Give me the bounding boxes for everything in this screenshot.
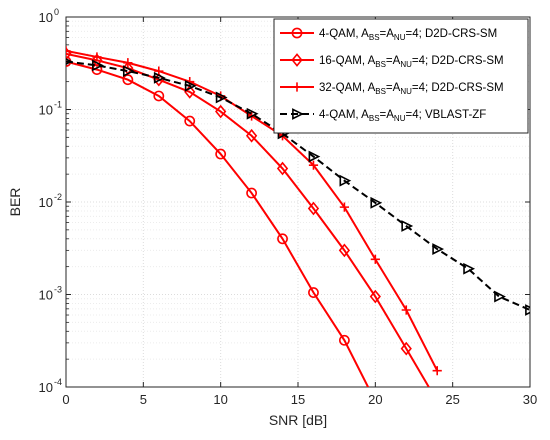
legend-label-2-pre: 16-QAM, A xyxy=(319,55,376,67)
series-4-point xyxy=(153,71,166,84)
y-tick-exponent: 0 xyxy=(54,7,59,17)
y-tick-label: 10 xyxy=(39,195,53,210)
legend-label-4-sub1: BS xyxy=(369,114,380,123)
series-4-line xyxy=(66,60,530,311)
series-4-point xyxy=(525,304,530,316)
legend-label-4-mid: =A xyxy=(380,109,395,121)
legend-label-1-sub2: NU xyxy=(394,33,406,42)
series-3-point xyxy=(308,160,319,170)
legend-label-4-pre: 4-QAM, A xyxy=(319,109,369,121)
series-4-point xyxy=(215,91,228,104)
legend-label-1-pre: 4-QAM, A xyxy=(319,28,369,40)
legend-label-3-mid: =A xyxy=(386,82,401,94)
y-tick-label: 10 xyxy=(39,288,53,303)
series-3-point xyxy=(370,254,380,264)
series-3-point xyxy=(154,66,164,76)
series-1-point xyxy=(153,90,165,102)
series-4-point xyxy=(92,59,104,72)
series-2-point xyxy=(338,243,351,258)
legend-label-3-pre: 32-QAM, A xyxy=(319,82,376,94)
series-4-point xyxy=(308,150,321,163)
series-4-point xyxy=(122,65,135,78)
y-tick-exponent: -2 xyxy=(54,192,62,202)
legend-label-4-post: =4; VBLAST-ZF xyxy=(405,109,486,121)
legend-label-3-sub1: BS xyxy=(375,87,386,96)
legend-label-2-sub1: BS xyxy=(375,60,386,69)
series-group xyxy=(66,46,530,387)
series-2-point xyxy=(307,201,320,216)
y-tick-exponent: -3 xyxy=(54,285,62,295)
x-tick-label: 0 xyxy=(62,392,69,407)
legend-label-3-sub2: NU xyxy=(400,87,412,96)
legend-label-1: 4-QAM, ABS=ANU=4; D2D-CRS-SM xyxy=(319,28,497,42)
legend-label-2-sub2: NU xyxy=(400,60,412,69)
y-tick-exponent: -1 xyxy=(54,100,62,110)
legend-marker-1 xyxy=(291,27,303,39)
series-1-line xyxy=(66,60,370,387)
y-tick-label: 10 xyxy=(39,380,53,395)
legend-label-2-mid: =A xyxy=(386,55,401,67)
series-4-point xyxy=(401,220,414,232)
legend-marker-3 xyxy=(292,82,302,92)
x-tick-label: 15 xyxy=(291,392,305,407)
series-4-point xyxy=(370,196,383,209)
series-4-point xyxy=(246,107,259,120)
legend-marker-4 xyxy=(292,108,304,120)
series-4-point xyxy=(184,79,197,92)
y-axis-title: BER xyxy=(7,188,23,217)
series-2-point xyxy=(369,289,381,304)
series-1-point xyxy=(184,115,196,127)
y-tick-label: 10 xyxy=(39,10,53,25)
legend-label-3: 32-QAM, ABS=ANU=4; D2D-CRS-SM xyxy=(319,82,504,96)
y-tick-exponent: -4 xyxy=(54,377,62,387)
legend-label-1-post: =4; D2D-CRS-SM xyxy=(405,28,497,40)
series-1-point xyxy=(246,187,257,199)
legend-label-2-post: =4; D2D-CRS-SM xyxy=(412,55,504,67)
legend-label-1-mid: =A xyxy=(380,28,395,40)
x-tick-label: 25 xyxy=(445,392,459,407)
series-1-point xyxy=(308,287,319,298)
series-3-point xyxy=(339,202,349,212)
series-2-point xyxy=(276,161,289,176)
series-4-point xyxy=(339,174,352,187)
series-2-point xyxy=(215,104,227,119)
legend-label-4: 4-QAM, ABS=ANU=4; VBLAST-ZF xyxy=(319,109,486,123)
series-4-point xyxy=(463,262,476,275)
series-3-point xyxy=(92,52,102,62)
legend-marker-2 xyxy=(291,53,303,67)
legend-label-3-post: =4; D2D-CRS-SM xyxy=(412,82,504,94)
legend-label-1-sub1: BS xyxy=(369,33,380,42)
series-3-point xyxy=(123,58,133,68)
series-1-point xyxy=(338,334,350,346)
series-3-point xyxy=(432,366,442,376)
x-tick-label: 10 xyxy=(213,392,227,407)
series-2-point xyxy=(400,341,412,356)
series-4-point xyxy=(494,290,506,303)
x-tick-label: 5 xyxy=(140,392,147,407)
y-tick-label: 10 xyxy=(39,103,53,118)
x-tick-label: 30 xyxy=(523,392,537,407)
series-1-point xyxy=(277,233,288,245)
x-tick-label: 20 xyxy=(368,392,382,407)
x-axis-title: SNR [dB] xyxy=(269,412,327,428)
series-3-point xyxy=(66,46,71,56)
series-4-point xyxy=(66,58,73,65)
legend-box xyxy=(273,18,529,134)
series-1-point xyxy=(122,74,134,86)
series-1 xyxy=(66,56,370,387)
legend-label-2: 16-QAM, ABS=ANU=4; D2D-CRS-SM xyxy=(319,55,504,69)
series-3-point xyxy=(401,305,411,315)
series-2-point xyxy=(245,128,258,143)
series-1-point xyxy=(215,148,227,160)
series-4-point xyxy=(432,243,445,255)
legend-label-4-sub2: NU xyxy=(394,114,406,123)
